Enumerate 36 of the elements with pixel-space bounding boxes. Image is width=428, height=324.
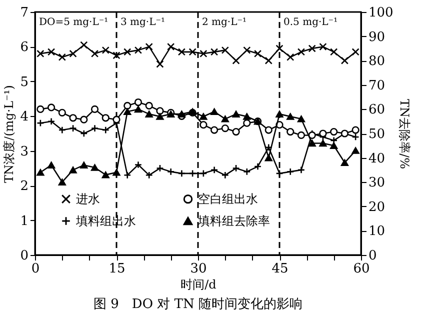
x-tick-label: 30 — [190, 262, 207, 276]
text: 图 9 DO 对 TN 随时间变化的影响 — [94, 297, 302, 312]
legend-label: 空白组出水 — [198, 192, 258, 206]
y2-tick-label: 60 — [368, 102, 386, 118]
legend-label: 填料组出水 — [75, 214, 136, 228]
y-tick-label: 6 — [20, 40, 28, 56]
annotation: 3 mg·L⁻¹ — [120, 17, 166, 28]
y-tick-label: 0 — [20, 248, 28, 264]
y2-tick-label: 50 — [368, 127, 386, 142]
y2-tick-label: 20 — [368, 200, 386, 215]
y-axis-title: TN浓度/(mg·L⁻¹) — [2, 85, 16, 183]
y-tick-label: 3 — [20, 144, 28, 160]
y-tick-label: 1 — [20, 214, 28, 229]
legend-label: 进水 — [76, 192, 100, 206]
x-tick-label: 60 — [353, 262, 370, 276]
y2-tick-label: 0 — [368, 248, 377, 264]
y2-tick-label: 90 — [368, 30, 386, 45]
y-tick-label: 7 — [20, 6, 28, 20]
y-tick-label: 5 — [20, 74, 28, 90]
y2-tick-label: 30 — [368, 176, 386, 191]
y2-tick-label: 100 — [368, 6, 394, 20]
y2-tick-label: 70 — [368, 78, 386, 94]
y2-tick-label: 80 — [368, 54, 386, 70]
x-tick-label: 15 — [108, 262, 126, 276]
y2-tick-label: 40 — [368, 151, 386, 166]
y-tick-label: 4 — [20, 110, 28, 125]
legend-label: 填料组去除率 — [197, 214, 270, 228]
x-axis-title: 时间/d — [180, 278, 217, 292]
annotation: 2 mg·L⁻¹ — [202, 17, 247, 28]
y2-tick-label: 10 — [368, 224, 386, 240]
annotation: DO=5 mg·L⁻¹ — [39, 17, 108, 28]
annotation: 0.5 mg·L⁻¹ — [284, 17, 338, 28]
y-tick-label: 2 — [20, 179, 28, 194]
y2-axis-title: TN去除率/% — [397, 99, 412, 169]
x-tick-label: 45 — [272, 262, 288, 276]
x-tick-label: 0 — [31, 262, 40, 276]
